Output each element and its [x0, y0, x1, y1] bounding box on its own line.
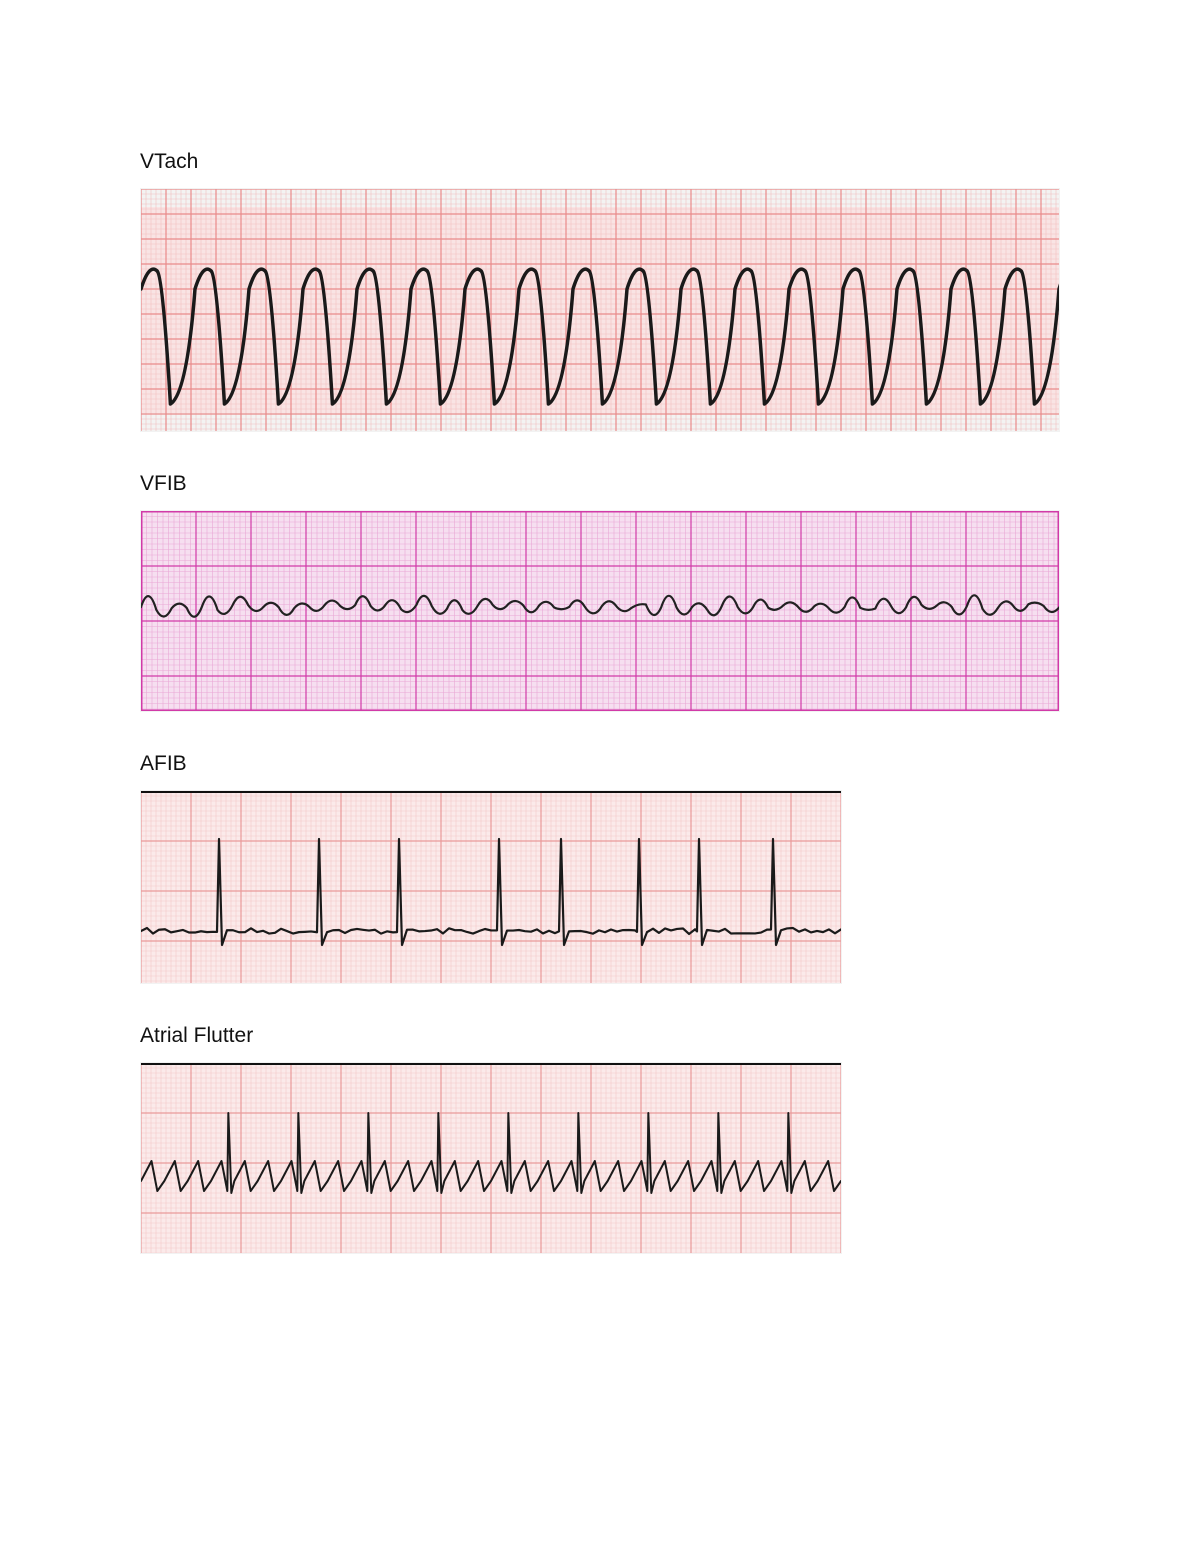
ecg-svg-vfib: [141, 511, 1059, 711]
ecg-section-vfib: VFIB: [140, 472, 1060, 712]
ecg-section-vtach: VTach: [140, 150, 1060, 432]
ecg-strip-aflutter: [140, 1062, 842, 1254]
content-area: VTach VFIB AFIB Atrial Flutter: [140, 150, 1060, 1254]
ecg-label-afib: AFIB: [140, 752, 1060, 776]
ecg-label-vtach: VTach: [140, 150, 1060, 174]
ecg-svg-afib: [141, 791, 841, 983]
ecg-section-afib: AFIB: [140, 752, 1060, 984]
ecg-label-aflutter: Atrial Flutter: [140, 1024, 1060, 1048]
ecg-svg-aflutter: [141, 1063, 841, 1253]
ecg-strip-vtach: [140, 188, 1060, 432]
ecg-strip-afib: [140, 790, 842, 984]
ecg-label-vfib: VFIB: [140, 472, 1060, 496]
ecg-svg-vtach: [141, 189, 1059, 431]
ecg-strip-vfib: [140, 510, 1060, 712]
document-page: VTach VFIB AFIB Atrial Flutter: [0, 0, 1200, 1553]
ecg-section-aflutter: Atrial Flutter: [140, 1024, 1060, 1254]
